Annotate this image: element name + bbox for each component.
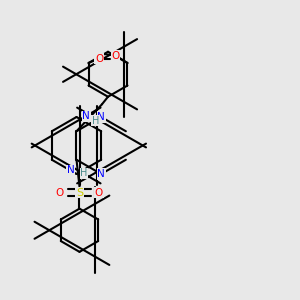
Text: O: O [95, 188, 103, 198]
Text: N: N [82, 111, 90, 121]
Text: N: N [97, 112, 105, 122]
Text: S: S [76, 188, 83, 198]
Text: O: O [111, 50, 120, 61]
Text: N: N [67, 165, 74, 175]
Text: N: N [97, 169, 105, 179]
Text: H: H [80, 168, 88, 178]
Text: H: H [92, 116, 99, 126]
Text: O: O [56, 188, 64, 198]
Text: O: O [95, 53, 103, 64]
